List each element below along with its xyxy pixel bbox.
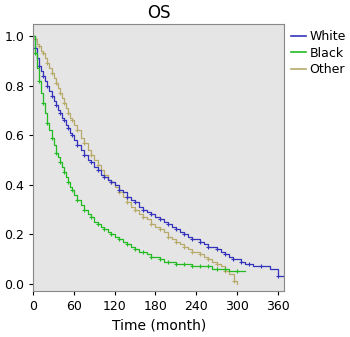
White [275,274,280,278]
White [72,138,76,142]
Black [66,180,70,184]
Black [227,269,231,273]
Legend: White, Black, Other: White, Black, Other [291,30,346,76]
Line: Other: Other [33,36,237,284]
Other [103,173,107,177]
Other [231,279,236,283]
Other [70,118,74,122]
Black [109,232,113,236]
Black [243,269,247,273]
Other [31,34,35,38]
Other [158,227,162,231]
White [35,56,39,60]
White [153,215,158,219]
Black [31,34,35,38]
Line: White: White [33,36,285,276]
Other [66,111,70,115]
White [282,274,287,278]
White [198,240,202,244]
White [31,34,35,38]
Black [103,227,107,231]
Black [235,269,239,273]
White [121,190,125,194]
Black [70,188,74,192]
Title: OS: OS [147,4,170,22]
White [251,265,255,269]
Other [109,180,113,184]
Black [158,257,162,261]
Line: Black: Black [33,36,245,271]
X-axis label: Time (month): Time (month) [112,319,206,333]
Other [235,282,239,286]
